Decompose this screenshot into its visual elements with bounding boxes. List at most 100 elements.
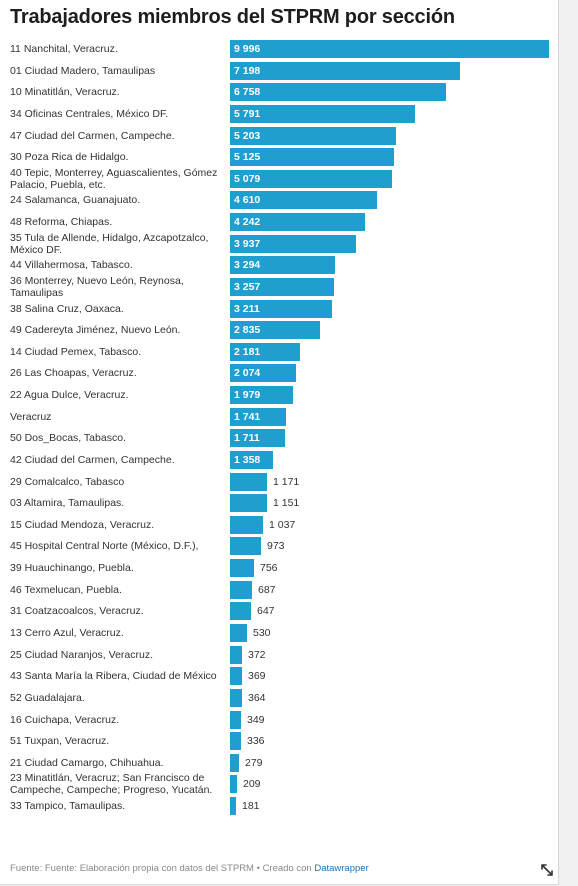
category-label: 03 Altamira, Tamaulipas. <box>10 496 125 509</box>
bar-row: 50 Dos_Bocas, Tabasco. 1 711 <box>0 428 558 448</box>
bar-row: 24 Salamanca, Guanajuato. 4 610 <box>0 190 558 210</box>
bar-row: 30 Poza Rica de Hidalgo. 5 125 <box>0 147 558 167</box>
bar <box>230 191 377 209</box>
value-label: 4 610 <box>234 194 261 206</box>
bar-row: 31 Coatzacoalcos, Veracruz. 647 <box>0 601 558 621</box>
bar <box>230 170 392 188</box>
expand-arrows-icon[interactable] <box>541 864 553 876</box>
bar-chart: 11 Nanchital, Veracruz. 9 996 01 Ciudad Ma… <box>0 40 558 815</box>
bar <box>230 473 267 491</box>
bar-row: 14 Ciudad Pemex, Tabasco. 2 181 <box>0 342 558 362</box>
bar <box>230 343 300 361</box>
bar <box>230 40 549 58</box>
bar-row: 22 Agua Dulce, Veracruz. 1 979 <box>0 385 558 405</box>
bar <box>230 797 236 815</box>
value-label: 687 <box>258 584 276 596</box>
bar-row: 42 Ciudad del Carmen, Campeche. 1 358 <box>0 450 558 470</box>
bar-row: 38 Salina Cruz, Oaxaca. 3 211 <box>0 299 558 319</box>
category-label: 36 Monterrey, Nuevo León, Reynosa, Tamau… <box>10 274 184 300</box>
bar <box>230 235 356 253</box>
bar <box>230 581 252 599</box>
bar <box>230 278 334 296</box>
bar-row: 35 Tula de Allende, Hidalgo, Azcapotzalc… <box>0 232 558 256</box>
value-label: 336 <box>247 735 265 747</box>
value-label: 364 <box>248 692 266 704</box>
bar-row: 13 Cerro Azul, Veracruz. 530 <box>0 623 558 643</box>
bar-row: 40 Tepic, Monterrey, Aguascalientes, Góm… <box>0 166 558 192</box>
value-label: 5 125 <box>234 151 261 163</box>
category-label: 50 Dos_Bocas, Tabasco. <box>10 431 126 444</box>
bar-row: 25 Ciudad Naranjos, Veracruz. 372 <box>0 645 558 665</box>
value-label: 9 996 <box>234 43 261 55</box>
bar <box>230 494 267 512</box>
category-label: 45 Hospital Central Norte (México, D.F.)… <box>10 539 199 552</box>
category-label: 40 Tepic, Monterrey, Aguascalientes, Góm… <box>10 166 218 192</box>
value-label: 3 937 <box>234 238 261 250</box>
value-label: 2 074 <box>234 367 261 379</box>
chart-card: Trabajadores miembros del STPRM por secc… <box>0 0 559 885</box>
bar-row: 45 Hospital Central Norte (México, D.F.)… <box>0 536 558 556</box>
bar-row: 01 Ciudad Madero, Tamaulipas 7 198 <box>0 61 558 81</box>
value-label: 973 <box>267 540 285 552</box>
bar <box>230 732 241 750</box>
bar <box>230 516 263 534</box>
bar-row: 29 Comalcalco, Tabasco 1 171 <box>0 472 558 492</box>
datawrapper-link[interactable]: Datawrapper <box>314 863 369 874</box>
category-label: 23 Minatitlán, Veracruz; San Francisco d… <box>10 771 213 797</box>
bar-row: 47 Ciudad del Carmen, Campeche. 5 203 <box>0 126 558 146</box>
bar <box>230 300 332 318</box>
category-label: 11 Nanchital, Veracruz. <box>10 42 118 55</box>
value-label: 756 <box>260 562 278 574</box>
bar-row: 39 Huauchinango, Puebla. 756 <box>0 558 558 578</box>
category-label: 39 Huauchinango, Puebla. <box>10 561 134 574</box>
bar-row: 48 Reforma, Chiapas. 4 242 <box>0 212 558 232</box>
bar <box>230 667 242 685</box>
bar <box>230 364 296 382</box>
bar-row: 23 Minatitlán, Veracruz; San Francisco d… <box>0 771 558 797</box>
value-label: 7 198 <box>234 65 261 77</box>
category-label: 13 Cerro Azul, Veracruz. <box>10 626 124 639</box>
bar <box>230 256 335 274</box>
category-label: 48 Reforma, Chiapas. <box>10 215 113 228</box>
value-label: 4 242 <box>234 216 261 228</box>
value-label: 3 294 <box>234 259 261 271</box>
bar <box>230 646 242 664</box>
category-label: 15 Ciudad Mendoza, Veracruz. <box>10 518 155 531</box>
bar-row: 49 Cadereyta Jiménez, Nuevo León. 2 835 <box>0 320 558 340</box>
category-label: 22 Agua Dulce, Veracruz. <box>10 388 129 401</box>
bar <box>230 321 320 339</box>
category-label: 14 Ciudad Pemex, Tabasco. <box>10 345 142 358</box>
bar-row: 15 Ciudad Mendoza, Veracruz. 1 037 <box>0 515 558 535</box>
bar-row: 43 Santa María la Ribera, Ciudad de Méxi… <box>0 666 558 686</box>
bar-row: Veracruz 1 741 <box>0 407 558 427</box>
bar <box>230 537 261 555</box>
bar-row: 36 Monterrey, Nuevo León, Reynosa, Tamau… <box>0 274 558 300</box>
category-label: 44 Villahermosa, Tabasco. <box>10 258 133 271</box>
bar-row: 44 Villahermosa, Tabasco. 3 294 <box>0 255 558 275</box>
bar <box>230 429 285 447</box>
value-label: 1 979 <box>234 389 261 401</box>
value-label: 369 <box>248 670 266 682</box>
bar <box>230 689 242 707</box>
chart-title: Trabajadores miembros del STPRM por secc… <box>10 6 455 28</box>
value-label: 2 181 <box>234 346 261 358</box>
category-label: 33 Tampico, Tamaulipas. <box>10 799 126 812</box>
bar <box>230 148 394 166</box>
value-label: 349 <box>247 714 265 726</box>
bar-row: 03 Altamira, Tamaulipas. 1 151 <box>0 493 558 513</box>
value-label: 3 211 <box>234 303 260 315</box>
category-label: 47 Ciudad del Carmen, Campeche. <box>10 129 175 142</box>
category-label: 24 Salamanca, Guanajuato. <box>10 193 141 206</box>
value-label: 3 257 <box>234 281 261 293</box>
bar-row: 52 Guadalajara. 364 <box>0 688 558 708</box>
category-label: 01 Ciudad Madero, Tamaulipas <box>10 64 156 77</box>
value-label: 530 <box>253 627 271 639</box>
value-label: 5 079 <box>234 173 261 185</box>
bar-row: 21 Ciudad Camargo, Chihuahua. 279 <box>0 753 558 773</box>
bar <box>230 83 446 101</box>
category-label: 21 Ciudad Camargo, Chihuahua. <box>10 756 164 769</box>
value-label: 372 <box>248 649 266 661</box>
bar <box>230 775 237 793</box>
value-label: 1 711 <box>234 432 260 444</box>
category-label: 25 Ciudad Naranjos, Veracruz. <box>10 648 153 661</box>
